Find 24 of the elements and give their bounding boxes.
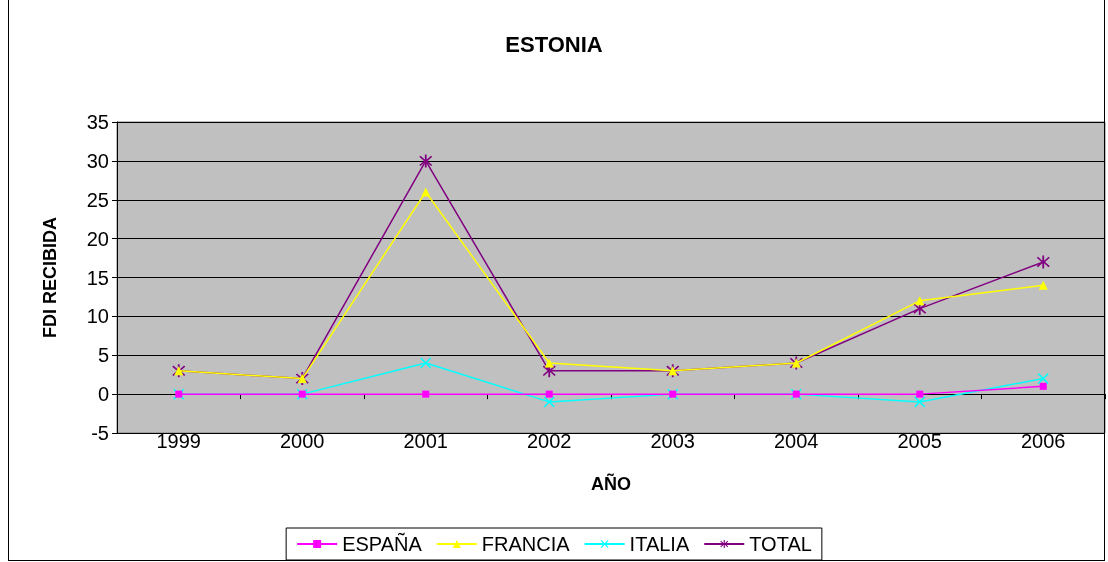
y-tick-label: 25 (86, 188, 109, 211)
y-tick-label: 10 (86, 305, 109, 328)
legend-label: FRANCIA (481, 533, 571, 555)
y-tick-label: 5 (97, 344, 109, 367)
y-tick-label: 35 (86, 111, 109, 133)
y-tick-label: 20 (86, 227, 109, 250)
x-tick-label: 2001 (403, 430, 448, 452)
x-tick-label: 2006 (1021, 430, 1066, 452)
y-axis-title: FDI RECIBIDA (40, 217, 60, 338)
x-tick-label: 2000 (280, 430, 325, 452)
x-tick-label: 2004 (774, 430, 819, 452)
chart-title: ESTONIA (505, 31, 603, 57)
x-tick-label: 1999 (156, 430, 201, 452)
legend-label: ITALIA (629, 533, 690, 555)
legend-label: TOTAL (749, 533, 812, 555)
y-tick-label: -5 (91, 422, 109, 444)
x-tick-label: 2003 (650, 430, 695, 452)
legend-label: ESPAÑA (342, 532, 423, 555)
y-tick-label: 30 (86, 149, 109, 172)
x-axis-title: AÑO (591, 473, 631, 494)
y-tick-label: 0 (97, 383, 109, 406)
x-tick-label: 2002 (527, 430, 572, 452)
y-tick-label: 15 (86, 266, 109, 289)
x-tick-label: 2005 (897, 430, 942, 452)
